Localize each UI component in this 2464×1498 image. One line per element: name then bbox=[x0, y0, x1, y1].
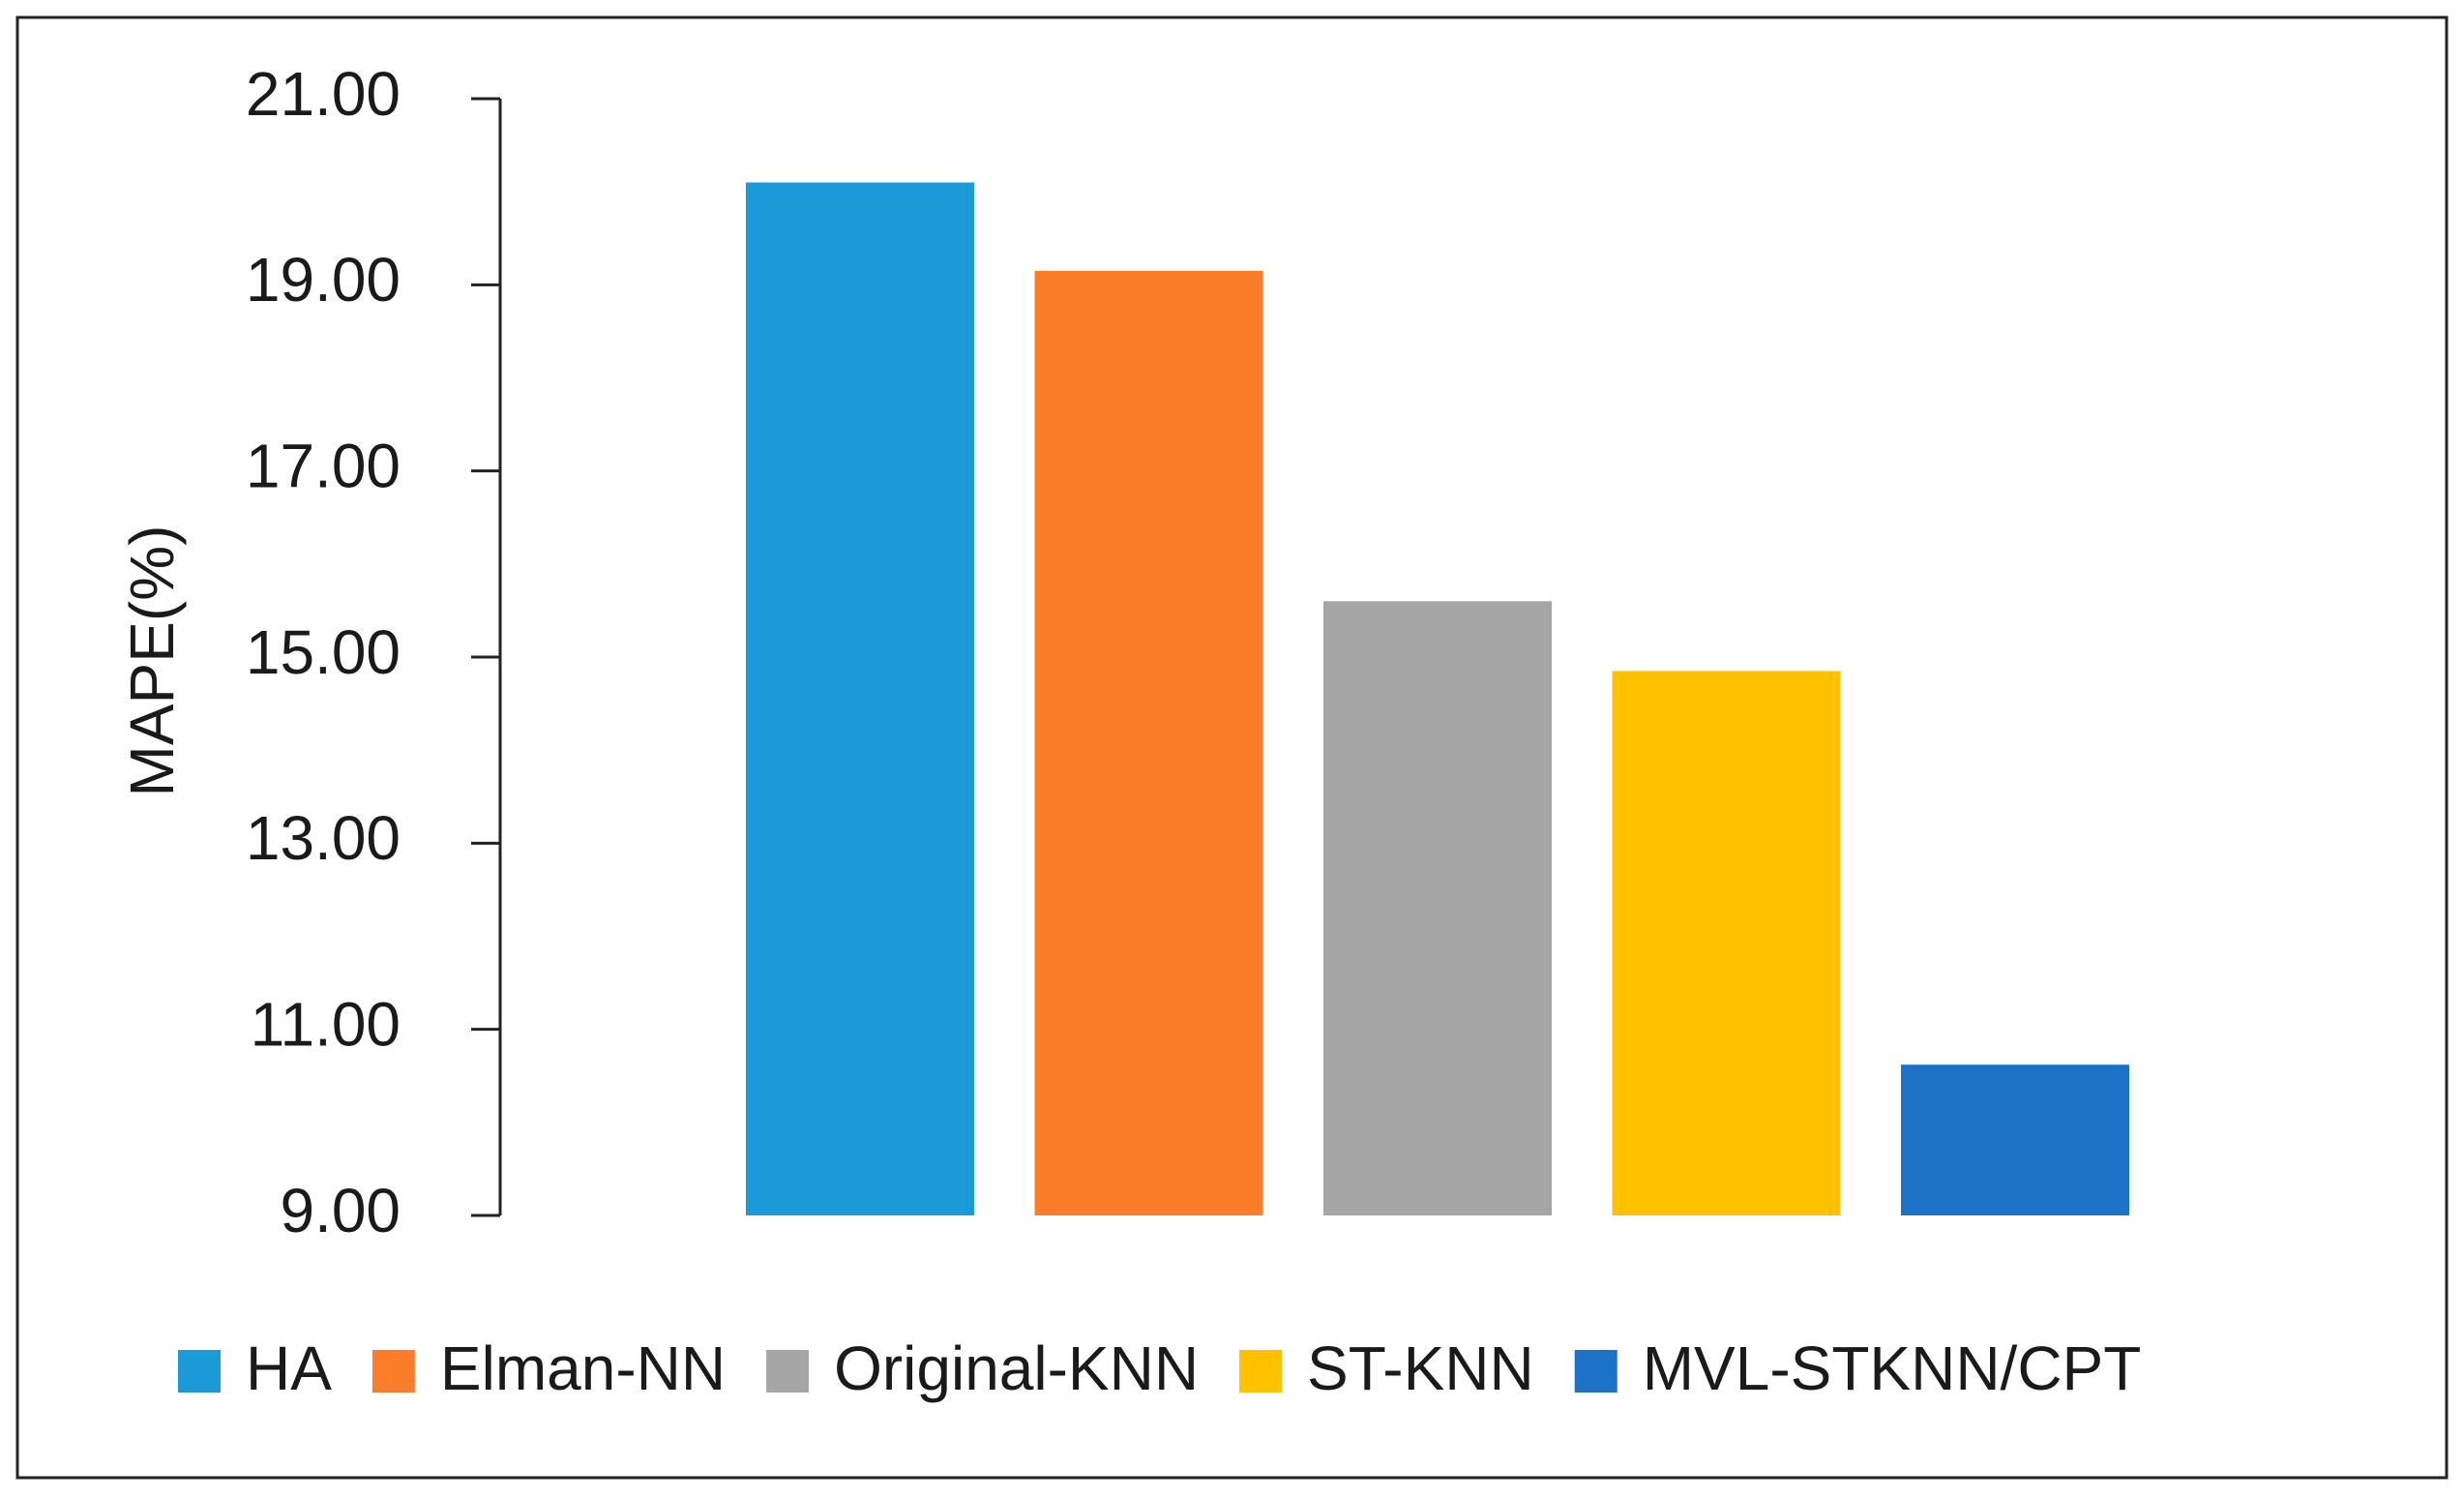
bar bbox=[1612, 671, 1841, 1215]
y-tick-label: 13.00 bbox=[246, 803, 401, 873]
y-tick-label: 19.00 bbox=[246, 245, 401, 315]
legend-label: MVL-STKNN/CPT bbox=[1643, 1333, 2142, 1403]
bar bbox=[1901, 1064, 2129, 1215]
legend-label: Elman-NN bbox=[440, 1333, 726, 1403]
legend-label: Original-KNN bbox=[834, 1333, 1199, 1403]
legend-swatch bbox=[766, 1350, 810, 1393]
y-tick-label: 11.00 bbox=[251, 990, 401, 1060]
legend-swatch bbox=[1574, 1350, 1618, 1393]
bar bbox=[1323, 601, 1552, 1215]
bar bbox=[746, 182, 974, 1215]
y-tick-label: 15.00 bbox=[246, 617, 401, 687]
y-tick-label: 21.00 bbox=[246, 59, 401, 129]
legend-swatch bbox=[178, 1350, 221, 1393]
y-tick-label: 9.00 bbox=[280, 1176, 401, 1245]
bar bbox=[1034, 270, 1263, 1215]
legend-swatch bbox=[1239, 1350, 1283, 1393]
legend-label: ST-KNN bbox=[1307, 1333, 1534, 1403]
legend-label: HA bbox=[246, 1333, 332, 1403]
legend-swatch bbox=[371, 1350, 415, 1393]
y-tick-label: 17.00 bbox=[246, 432, 401, 501]
y-axis-label: MAPE(%) bbox=[117, 525, 187, 797]
